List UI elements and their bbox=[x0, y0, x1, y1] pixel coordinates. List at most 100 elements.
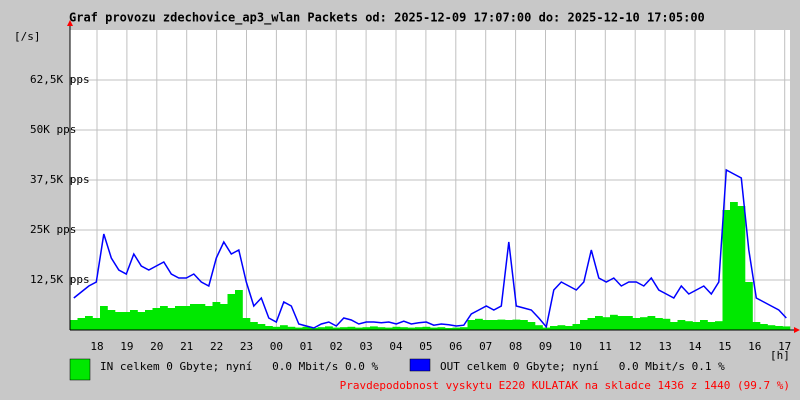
in-bar bbox=[362, 327, 371, 330]
y-arrow bbox=[67, 20, 73, 26]
legend-swatch bbox=[69, 358, 91, 381]
in-bar bbox=[512, 319, 521, 330]
y-tick-label: 62,5K pps bbox=[30, 73, 90, 86]
in-bar bbox=[685, 321, 693, 330]
x-tick-label: 22 bbox=[210, 340, 223, 353]
in-bar bbox=[115, 312, 123, 330]
x-tick-label: 23 bbox=[240, 340, 253, 353]
chart-title: Graf provozu zdechovice_ap3_wlan Packets… bbox=[69, 11, 705, 26]
in-bar bbox=[175, 306, 183, 330]
in-bar bbox=[422, 326, 431, 330]
x-tick-label: 18 bbox=[90, 340, 103, 353]
x-tick-label: 02 bbox=[330, 340, 343, 353]
in-bar bbox=[535, 325, 543, 330]
y-tick-label: 37,5K pps bbox=[30, 173, 90, 186]
footnote: Pravdepodobnost vyskytu E220 KULATAK na … bbox=[340, 379, 790, 392]
in-bar bbox=[190, 304, 198, 330]
in-bar bbox=[715, 321, 723, 330]
in-bar bbox=[280, 325, 288, 330]
in-bar bbox=[707, 322, 716, 330]
out-line bbox=[73, 168, 787, 329]
in-bar bbox=[77, 318, 86, 330]
in-bar bbox=[482, 320, 491, 330]
in-bar bbox=[85, 316, 93, 330]
in-bar bbox=[565, 326, 573, 330]
in-bar bbox=[430, 327, 438, 330]
in-bar bbox=[400, 327, 408, 330]
in-bar bbox=[692, 322, 701, 330]
in-bar bbox=[520, 320, 528, 330]
in-bar bbox=[655, 318, 663, 330]
x-tick-label: 08 bbox=[509, 340, 522, 353]
in-bar bbox=[595, 316, 603, 330]
x-tick-label: 04 bbox=[389, 340, 403, 353]
x-tick-label: 21 bbox=[180, 340, 193, 353]
in-bar bbox=[265, 326, 273, 330]
in-bar bbox=[152, 308, 161, 330]
in-bar bbox=[625, 316, 633, 330]
in-bar bbox=[460, 327, 468, 330]
x-tick-label: 13 bbox=[658, 340, 671, 353]
in-bar bbox=[70, 320, 78, 330]
x-unit: [h] bbox=[770, 349, 790, 362]
x-tick-label: 11 bbox=[599, 340, 612, 353]
x-tick-label: 07 bbox=[479, 340, 492, 353]
in-bar bbox=[527, 322, 536, 330]
in-bar bbox=[220, 304, 228, 330]
x-tick-label: 14 bbox=[688, 340, 702, 353]
in-bar bbox=[452, 327, 461, 330]
legend-swatch bbox=[409, 358, 431, 372]
marks bbox=[70, 168, 791, 330]
y-tick-label: 25K pps bbox=[30, 223, 76, 236]
x-tick-label: 12 bbox=[629, 340, 642, 353]
in-bar bbox=[497, 319, 506, 330]
in-bar bbox=[602, 317, 611, 330]
in-bar bbox=[347, 326, 356, 330]
in-bar bbox=[227, 294, 236, 330]
x-tick-label: 16 bbox=[748, 340, 761, 353]
in-bar bbox=[775, 326, 783, 330]
in-bar bbox=[370, 326, 378, 330]
in-bar bbox=[100, 306, 108, 330]
in-bar bbox=[640, 317, 648, 330]
in-bar bbox=[580, 320, 588, 330]
in-bar bbox=[752, 322, 761, 330]
x-tick-label: 10 bbox=[569, 340, 582, 353]
in-bar bbox=[662, 318, 671, 330]
in-bar bbox=[587, 318, 596, 330]
legend: IN celkem 0 Gbyte; nyní 0.0 Mbit/s 0.0 %… bbox=[69, 358, 725, 381]
in-bar bbox=[767, 325, 776, 330]
x-arrow bbox=[794, 327, 800, 333]
in-bar bbox=[377, 327, 386, 330]
legend-label: IN celkem 0 Gbyte; nyní 0.0 Mbit/s 0.0 % bbox=[100, 360, 379, 373]
in-bar bbox=[782, 326, 791, 330]
in-bar bbox=[257, 324, 266, 330]
in-bar bbox=[415, 327, 423, 330]
in-bar bbox=[700, 320, 708, 330]
in-bar bbox=[760, 324, 768, 330]
in-bar bbox=[242, 318, 251, 330]
in-bar bbox=[340, 327, 348, 330]
in-bar bbox=[392, 326, 401, 330]
in-bar bbox=[745, 282, 753, 330]
in-bar bbox=[550, 326, 558, 330]
in-bar bbox=[122, 312, 131, 330]
x-tick-label: 06 bbox=[449, 340, 462, 353]
in-bar bbox=[167, 308, 176, 330]
x-tick-label: 03 bbox=[359, 340, 372, 353]
in-bar bbox=[542, 327, 551, 330]
in-bar bbox=[205, 306, 213, 330]
y-tick-label: 12,5K pps bbox=[30, 273, 90, 286]
in-bar bbox=[325, 326, 333, 330]
in-bar bbox=[572, 324, 581, 330]
in-bar bbox=[182, 306, 191, 330]
in-bar bbox=[617, 316, 626, 330]
in-bar bbox=[197, 304, 206, 330]
in-bar bbox=[137, 312, 146, 330]
x-tick-label: 00 bbox=[270, 340, 283, 353]
in-bar bbox=[160, 306, 168, 330]
in-bar bbox=[107, 310, 116, 330]
in-bar bbox=[272, 326, 281, 330]
in-bar bbox=[310, 328, 318, 330]
